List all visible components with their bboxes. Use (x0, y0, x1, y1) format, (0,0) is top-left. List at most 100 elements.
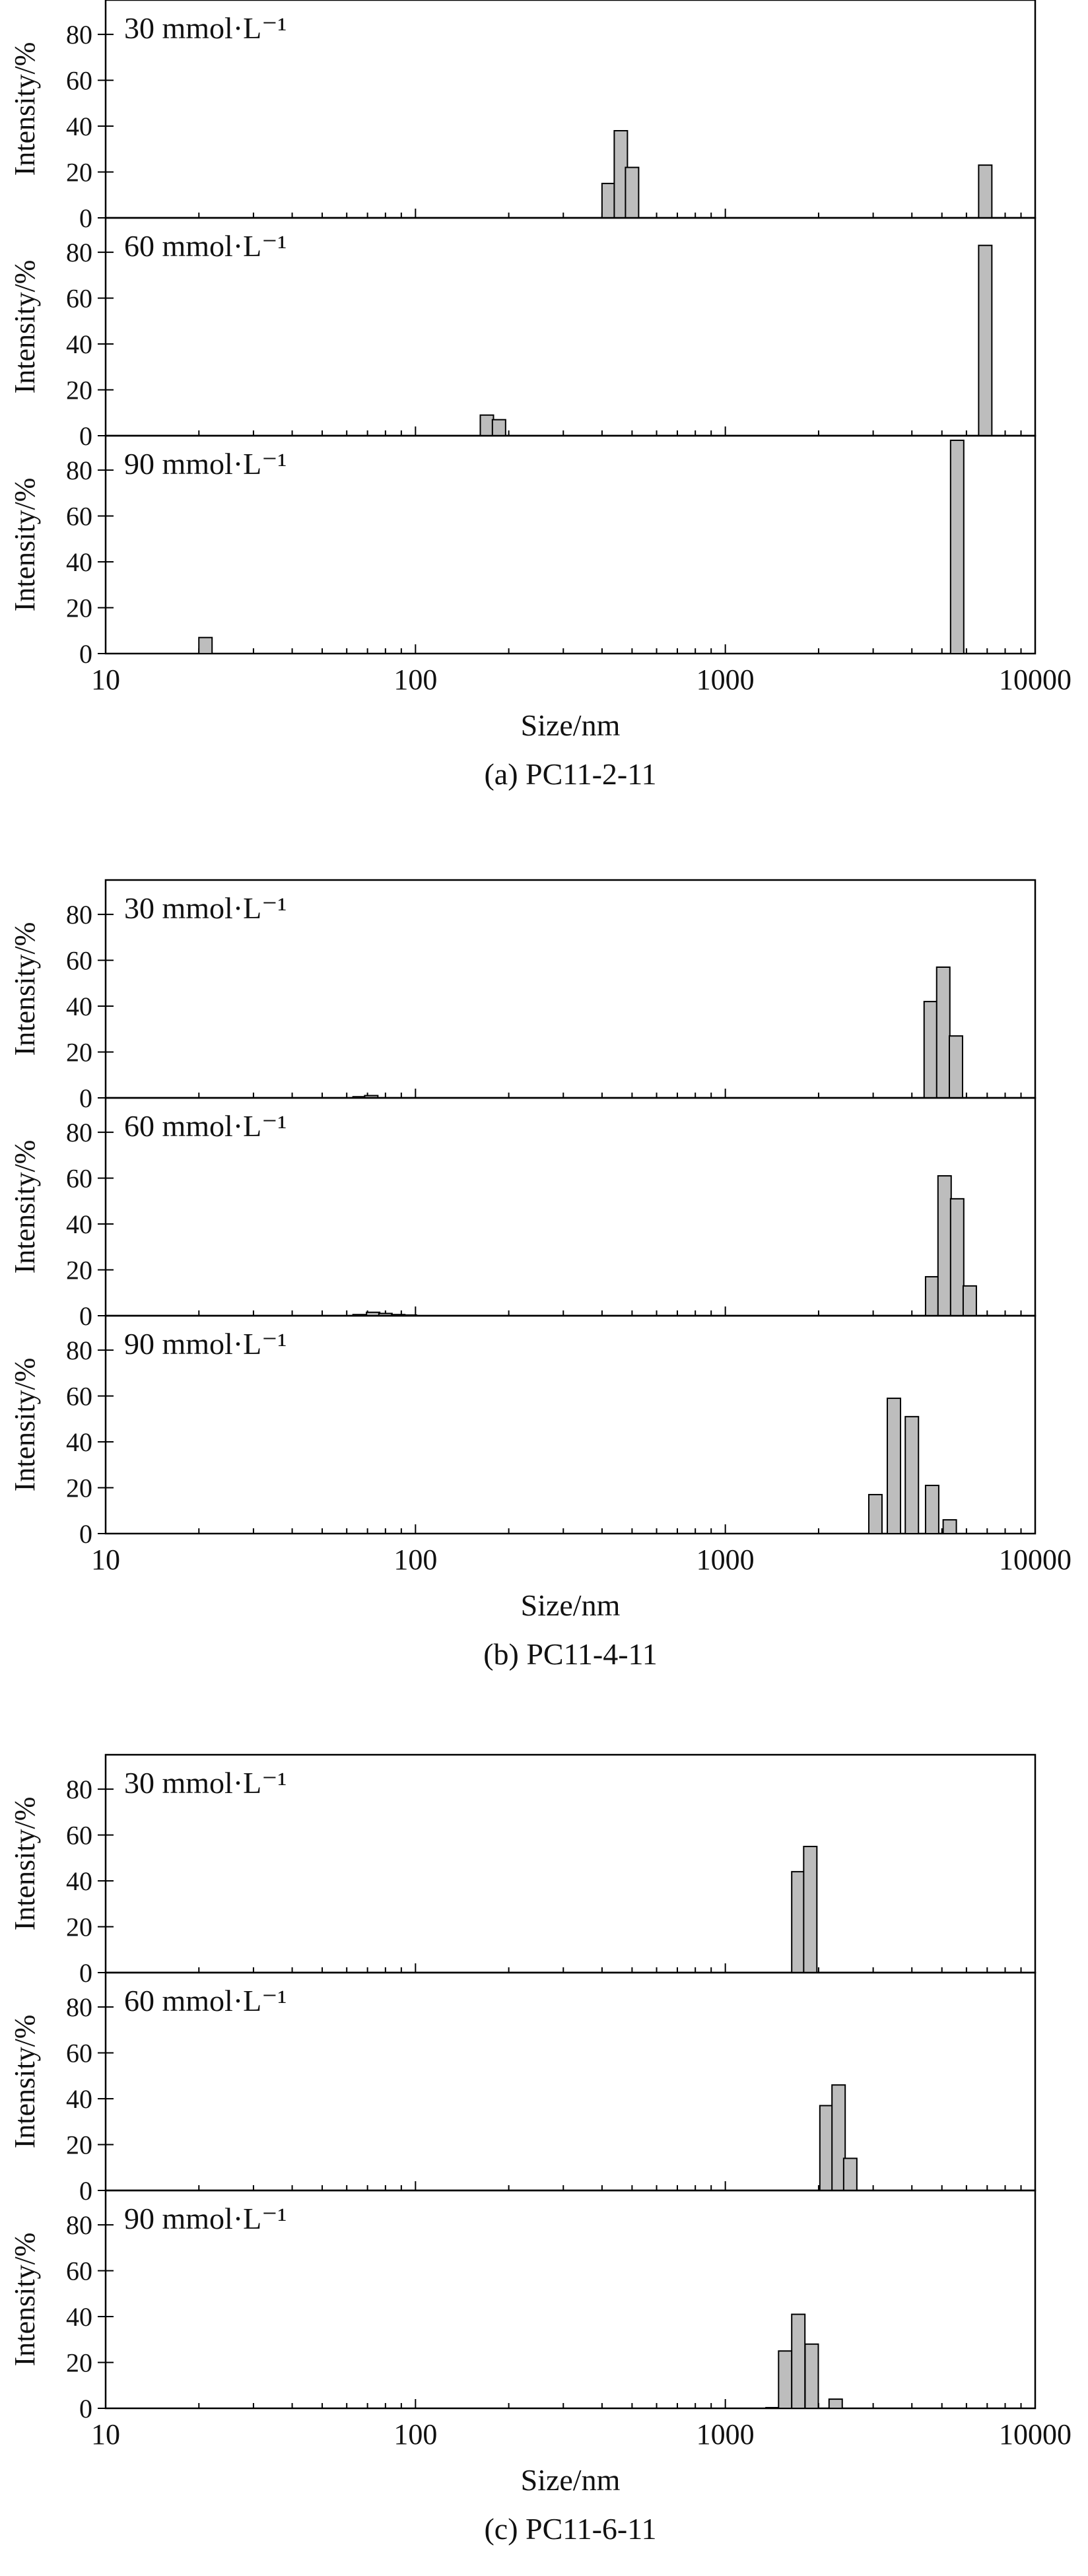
bar (923, 1001, 938, 1099)
y-tick-label: 40 (66, 1209, 92, 1239)
y-tick-label: 20 (66, 2130, 92, 2160)
y-axis-label: Intensity/% (9, 2015, 41, 2149)
bar (948, 1035, 963, 1099)
bar (978, 164, 993, 219)
panel-2: 0 20 40 60 80 Intensity/% 60 mmol·L⁻¹ (9, 217, 1037, 451)
y-tick-label: 20 (66, 376, 92, 405)
x-tick-label: 100 (393, 663, 437, 696)
x-tick-label: 10000 (999, 2418, 1071, 2451)
y-tick-label: 20 (66, 1038, 92, 1068)
panel-3: 0 20 40 60 80 Intensity/% 90 mmol·L⁻¹ (9, 2189, 1037, 2423)
x-tick-label: 10000 (999, 1543, 1071, 1576)
y-tick-label: 80 (66, 900, 92, 930)
y-tick-label: 40 (66, 112, 92, 141)
y-tick-label: 40 (66, 992, 92, 1021)
y-tick-label: 0 (79, 2176, 92, 2206)
y-tick-label: 80 (66, 1775, 92, 1804)
bar (491, 419, 506, 436)
y-axis-label: Intensity/% (9, 1358, 41, 1492)
bar (791, 2313, 806, 2409)
x-tick-label: 1000 (697, 663, 755, 696)
y-tick-label: 20 (66, 1474, 92, 1503)
y-tick-label: 60 (66, 66, 92, 96)
bar (978, 244, 993, 436)
y-axis-label: Intensity/% (9, 42, 41, 176)
y-tick-label: 60 (66, 1382, 92, 1411)
panel-3: 0 20 40 60 80 Intensity/% 90 mmol·L⁻¹ (9, 1314, 1037, 1549)
y-tick-label: 0 (79, 1083, 92, 1113)
bar (935, 966, 951, 1099)
y-tick-label: 40 (66, 2084, 92, 2114)
x-tick-label: 10 (91, 663, 120, 696)
x-tick-label: 10 (91, 1543, 120, 1576)
y-tick-label: 60 (66, 1164, 92, 1194)
y-tick-label: 0 (79, 639, 92, 669)
y-tick-label: 0 (79, 2394, 92, 2423)
panel-concentration-label: 90 mmol·L⁻¹ (124, 2202, 287, 2235)
y-tick-label: 80 (66, 456, 92, 485)
y-tick-label: 40 (66, 2302, 92, 2332)
bar (904, 1415, 920, 1534)
bar (942, 1519, 957, 1535)
panel-2: 0 20 40 60 80 Intensity/% 60 mmol·L⁻¹ (9, 1971, 1037, 2206)
bar (828, 2398, 843, 2409)
y-tick-label: 60 (66, 502, 92, 531)
bar (804, 2343, 819, 2409)
x-tick-label: 1000 (697, 2418, 755, 2451)
panel-concentration-label: 30 mmol·L⁻¹ (124, 1766, 287, 1800)
chart-2: 0 20 40 60 80 Intensity/% 30 mmol·L⁻¹ 0 20 40 60 80… (9, 879, 1071, 1671)
x-tick-label: 1000 (697, 1543, 755, 1576)
y-tick-label: 60 (66, 284, 92, 314)
bar (937, 1175, 952, 1316)
y-tick-label: 0 (79, 203, 92, 233)
panel-1: 0 20 40 60 80 Intensity/% 30 mmol·L⁻¹ (9, 879, 1037, 1113)
y-tick-label: 20 (66, 593, 92, 623)
y-tick-label: 0 (79, 1958, 92, 1988)
y-axis-label: Intensity/% (9, 1140, 41, 1274)
bar (962, 1285, 977, 1317)
panel-1: 0 20 40 60 80 Intensity/% 30 mmol·L⁻¹ (9, 1753, 1037, 1988)
y-tick-label: 60 (66, 1821, 92, 1850)
y-tick-label: 80 (66, 2210, 92, 2240)
y-tick-label: 80 (66, 1118, 92, 1147)
panel-frame (104, 434, 1037, 655)
panel-1: 0 20 40 60 80 Intensity/% 30 mmol·L⁻¹ (9, 0, 1037, 233)
bar (601, 182, 616, 219)
y-tick-label: 40 (66, 1427, 92, 1457)
y-tick-label: 20 (66, 158, 92, 187)
panel-concentration-label: 60 mmol·L⁻¹ (124, 229, 287, 263)
y-tick-label: 0 (79, 1301, 92, 1331)
bar (791, 1871, 806, 1974)
x-tick-label: 100 (393, 1543, 437, 1576)
y-axis-label: Intensity/% (9, 260, 41, 394)
panel-concentration-label: 30 mmol·L⁻¹ (124, 11, 287, 45)
bar (949, 439, 965, 655)
bar (479, 414, 494, 436)
y-tick-label: 80 (66, 238, 92, 267)
bar (842, 2157, 858, 2191)
y-tick-label: 60 (66, 2039, 92, 2068)
figure-caption: (c) PC11-6-11 (484, 2512, 656, 2546)
y-tick-label: 80 (66, 20, 92, 50)
y-tick-label: 20 (66, 2348, 92, 2378)
panel-concentration-label: 90 mmol·L⁻¹ (124, 447, 287, 481)
x-axis-label: Size/nm (521, 1588, 621, 1622)
panel-frame (104, 2189, 1037, 2410)
panel-concentration-label: 60 mmol·L⁻¹ (124, 1984, 287, 2017)
bar (778, 2350, 793, 2410)
y-axis-label: Intensity/% (9, 478, 41, 612)
bar (625, 166, 640, 219)
bar (819, 2105, 834, 2191)
panel-concentration-label: 60 mmol·L⁻¹ (124, 1109, 287, 1143)
bar (924, 1275, 939, 1317)
x-tick-label: 10000 (999, 663, 1071, 696)
bar (887, 1398, 902, 1535)
panel-concentration-label: 90 mmol·L⁻¹ (124, 1327, 287, 1361)
bar (924, 1485, 939, 1535)
x-tick-label: 10 (91, 2418, 120, 2451)
y-tick-label: 40 (66, 547, 92, 577)
y-tick-label: 40 (66, 1866, 92, 1896)
y-tick-label: 20 (66, 1913, 92, 1942)
y-tick-label: 40 (66, 329, 92, 359)
